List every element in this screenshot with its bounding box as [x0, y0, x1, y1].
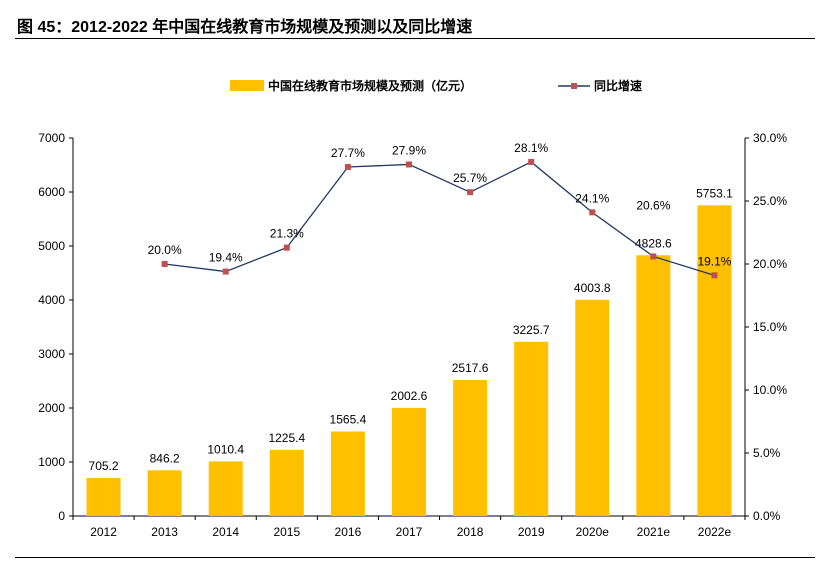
bar	[392, 407, 426, 516]
x-tick-label: 2022e	[698, 525, 732, 539]
growth-marker	[283, 244, 290, 251]
bar-label: 3225.7	[513, 323, 550, 337]
bar-label: 1565.4	[330, 412, 367, 426]
bar-label: 846.2	[150, 451, 180, 465]
bar-label: 705.2	[89, 459, 119, 473]
left-tick-label: 4000	[38, 293, 65, 307]
growth-marker	[650, 253, 657, 260]
figure-title: 图 45：2012-2022 年中国在线教育市场规模及预测以及同比增速	[17, 19, 473, 36]
x-tick-label: 2020e	[576, 525, 610, 539]
bar	[636, 255, 671, 516]
right-tick-label: 5.0%	[753, 446, 781, 460]
left-tick-label: 1000	[38, 455, 65, 469]
bottom-rule	[15, 557, 815, 558]
bar	[86, 477, 121, 516]
x-tick-label: 2021e	[637, 525, 671, 539]
x-tick-label: 2016	[335, 525, 362, 539]
left-tick-label: 6000	[38, 185, 65, 199]
left-tick-label: 7000	[38, 131, 65, 145]
legend-line: 同比增速	[558, 77, 642, 94]
left-tick-label: 2000	[38, 401, 65, 415]
legend-bar-label: 中国在线教育市场规模及预测（亿元）	[268, 79, 473, 93]
bar	[269, 449, 304, 516]
growth-marker	[711, 272, 718, 279]
growth-label: 27.7%	[331, 146, 365, 160]
growth-marker	[467, 189, 474, 196]
bar	[453, 380, 488, 516]
left-tick-label: 3000	[38, 347, 65, 361]
growth-line	[164, 161, 715, 276]
legend-bar: 中国在线教育市场规模及预测（亿元）	[230, 77, 472, 94]
right-tick-label: 30.0%	[753, 131, 787, 145]
bar	[147, 470, 182, 516]
growth-label: 19.1%	[697, 254, 731, 268]
growth-label: 25.7%	[453, 171, 487, 185]
bar-label: 2002.6	[391, 389, 428, 403]
bar-label: 4003.8	[574, 281, 611, 295]
x-tick-label: 2012	[90, 525, 117, 539]
left-tick-label: 0	[58, 509, 65, 523]
right-tick-label: 10.0%	[753, 383, 787, 397]
growth-marker	[589, 209, 596, 216]
legend-line-swatch	[558, 82, 590, 89]
right-tick-label: 25.0%	[753, 194, 787, 208]
right-tick-label: 20.0%	[753, 257, 787, 271]
growth-marker	[161, 261, 168, 267]
growth-label: 20.0%	[148, 243, 182, 257]
bar-label: 2517.6	[452, 361, 489, 375]
bar	[697, 205, 732, 517]
x-tick-label: 2014	[212, 525, 239, 539]
growth-label: 19.4%	[209, 251, 243, 265]
bar-label: 4828.6	[635, 236, 672, 250]
growth-label: 28.1%	[514, 141, 548, 155]
growth-marker	[406, 161, 412, 168]
title-rule	[15, 38, 815, 39]
growth-marker	[528, 158, 535, 165]
bar	[514, 341, 549, 516]
growth-label: 20.6%	[636, 198, 670, 212]
x-tick-label: 2019	[518, 525, 545, 539]
x-tick-label: 2017	[396, 525, 423, 539]
right-tick-label: 15.0%	[753, 320, 787, 334]
right-tick-label: 0.0%	[753, 509, 781, 523]
left-tick-label: 5000	[38, 239, 65, 253]
growth-marker	[222, 268, 229, 275]
x-tick-label: 2013	[151, 525, 178, 539]
bar-label: 1010.4	[207, 442, 244, 456]
bar	[208, 461, 243, 516]
growth-label: 24.1%	[575, 191, 609, 205]
bar	[330, 431, 365, 516]
x-tick-label: 2018	[457, 525, 484, 539]
bar-label: 5753.1	[696, 186, 733, 200]
growth-marker	[344, 163, 351, 170]
bar	[575, 299, 610, 516]
legend-bar-swatch	[230, 80, 264, 91]
legend-line-label: 同比增速	[594, 79, 643, 93]
growth-label: 21.3%	[270, 227, 304, 241]
growth-label: 27.9%	[392, 143, 426, 157]
x-tick-label: 2015	[273, 525, 300, 539]
bar-label: 1225.4	[268, 431, 305, 445]
